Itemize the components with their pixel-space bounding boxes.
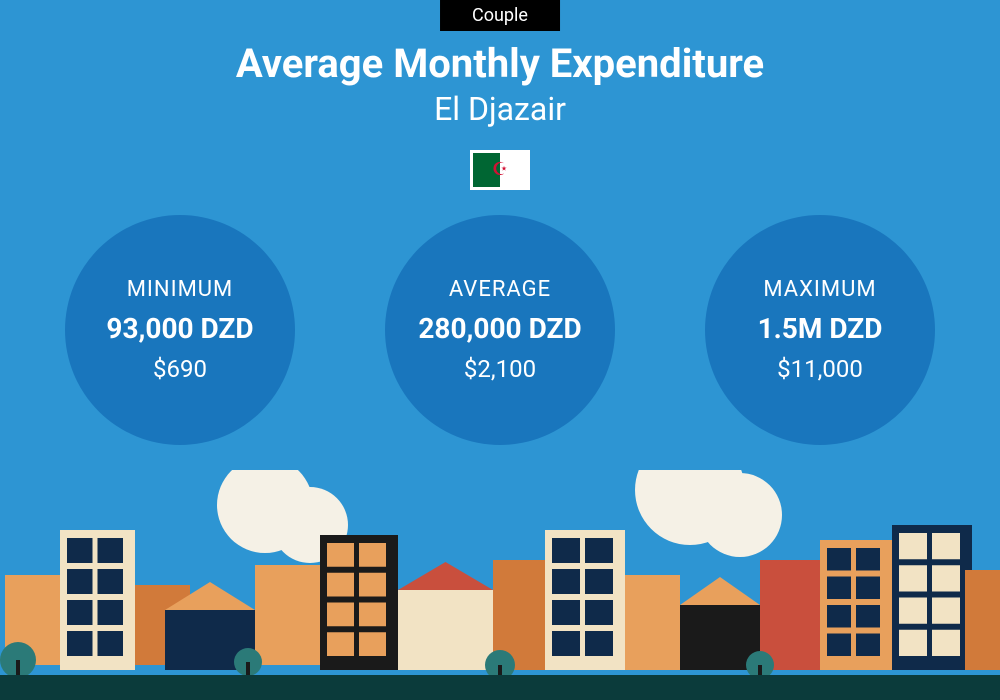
stat-usd: $690 [153,355,207,383]
stat-label: MINIMUM [127,277,234,302]
stat-value: 280,000 DZD [418,312,581,345]
page-title: Average Monthly Expenditure [0,40,1000,87]
country-flag: ☪ [470,150,530,190]
stat-usd: $11,000 [777,355,863,383]
stat-maximum: MAXIMUM 1.5M DZD $11,000 [705,215,935,445]
page-subtitle: El Djazair [0,90,1000,128]
stat-usd: $2,100 [464,355,536,383]
stat-label: AVERAGE [449,277,551,302]
stat-average: AVERAGE 280,000 DZD $2,100 [385,215,615,445]
stat-value: 1.5M DZD [758,312,883,345]
stat-label: MAXIMUM [763,277,876,302]
stat-value: 93,000 DZD [106,312,253,345]
category-badge: Couple [440,0,560,31]
cityscape-illustration [0,470,1000,700]
flag-emblem-icon: ☪ [492,161,508,179]
stat-minimum: MINIMUM 93,000 DZD $690 [65,215,295,445]
stats-row: MINIMUM 93,000 DZD $690 AVERAGE 280,000 … [0,215,1000,445]
